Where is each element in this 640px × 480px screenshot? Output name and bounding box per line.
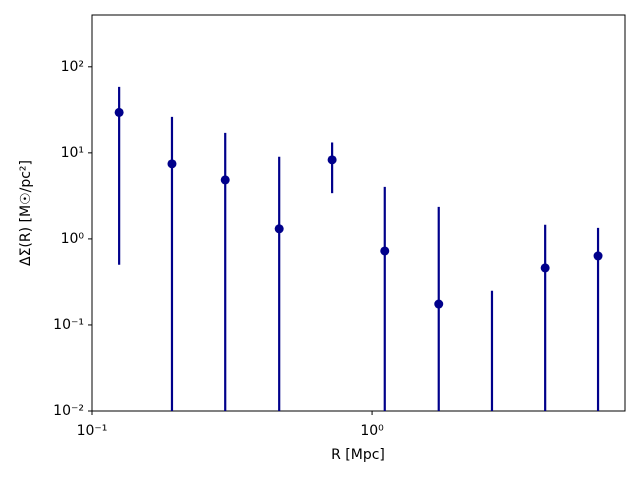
x-tick-label: 10⁰ (360, 423, 384, 439)
data-point (593, 251, 603, 261)
y-tick-label: 10² (61, 59, 84, 75)
y-tick-label: 10⁻¹ (53, 317, 84, 333)
y-tick-label: 10⁰ (61, 231, 85, 247)
data-point (434, 299, 444, 309)
data-point (220, 175, 230, 185)
x-axis-label: R [Mpc] (331, 447, 385, 463)
data-point (540, 263, 550, 273)
plot-area (114, 86, 603, 411)
x-tick-label: 10⁻¹ (77, 423, 108, 439)
y-tick-label: 10¹ (61, 145, 84, 161)
y-axis-label: ΔΣ(R) [M☉/pc²] (18, 160, 34, 266)
plot-frame (91, 14, 626, 412)
data-point (380, 246, 390, 256)
data-point (327, 155, 337, 165)
data-point (167, 159, 177, 169)
y-tick-label: 10⁻² (53, 403, 84, 419)
data-point (274, 224, 284, 234)
data-point (114, 107, 124, 117)
